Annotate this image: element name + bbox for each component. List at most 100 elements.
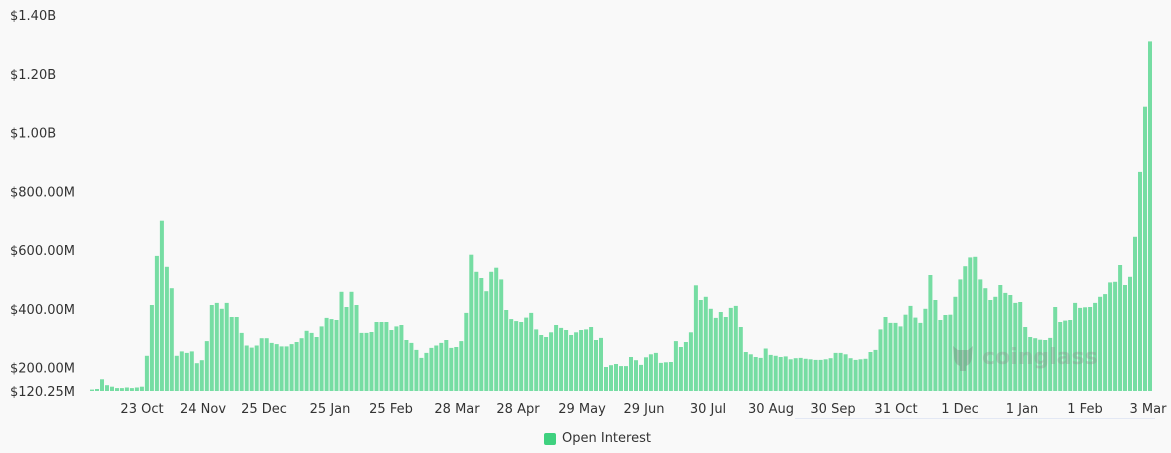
bar[interactable]	[609, 365, 613, 391]
bar[interactable]	[319, 326, 324, 391]
bar[interactable]	[329, 319, 334, 391]
bar[interactable]	[848, 358, 853, 391]
bar[interactable]	[519, 322, 524, 391]
bar[interactable]	[953, 296, 958, 391]
bar[interactable]	[723, 317, 728, 391]
bar[interactable]	[134, 387, 139, 392]
bar[interactable]	[948, 314, 953, 391]
bar[interactable]	[788, 359, 793, 391]
bar[interactable]	[144, 355, 149, 391]
bar[interactable]	[1128, 276, 1132, 391]
bar[interactable]	[439, 342, 444, 391]
bar[interactable]	[798, 357, 803, 391]
bar[interactable]	[344, 307, 349, 391]
bar[interactable]	[419, 357, 424, 391]
bar[interactable]	[1103, 294, 1108, 391]
bar[interactable]	[574, 332, 579, 391]
bar[interactable]	[993, 296, 998, 391]
bar[interactable]	[923, 308, 928, 391]
bar[interactable]	[1138, 171, 1142, 391]
bar[interactable]	[334, 320, 339, 391]
bar[interactable]	[683, 342, 688, 391]
bar[interactable]	[698, 300, 703, 391]
bar[interactable]	[1018, 302, 1023, 391]
bar[interactable]	[658, 362, 663, 391]
bar[interactable]	[484, 291, 489, 391]
bar[interactable]	[259, 338, 264, 391]
bar[interactable]	[743, 352, 748, 391]
bar[interactable]	[274, 344, 279, 391]
bar[interactable]	[409, 342, 414, 391]
bar[interactable]	[489, 271, 494, 391]
bar[interactable]	[564, 330, 569, 391]
bar[interactable]	[1148, 41, 1152, 392]
bar[interactable]	[504, 310, 509, 391]
bar[interactable]	[354, 305, 359, 391]
bar[interactable]	[793, 358, 798, 391]
bar[interactable]	[184, 352, 189, 391]
bar[interactable]	[708, 308, 713, 391]
bar[interactable]	[863, 358, 868, 391]
bar[interactable]	[454, 347, 459, 391]
bar[interactable]	[110, 386, 114, 391]
bar[interactable]	[918, 322, 923, 391]
bar[interactable]	[1058, 322, 1063, 391]
bar[interactable]	[778, 357, 783, 391]
bar[interactable]	[164, 266, 169, 391]
bar[interactable]	[324, 317, 329, 391]
bar[interactable]	[1088, 307, 1093, 391]
bar[interactable]	[374, 322, 379, 391]
bar[interactable]	[624, 366, 628, 391]
bar[interactable]	[349, 291, 354, 391]
bar[interactable]	[1093, 302, 1098, 391]
bar[interactable]	[434, 345, 439, 392]
bar[interactable]	[1028, 337, 1033, 391]
bar[interactable]	[129, 388, 134, 391]
bar[interactable]	[224, 302, 229, 391]
bar[interactable]	[339, 291, 344, 391]
bar[interactable]	[204, 341, 209, 391]
bar[interactable]	[599, 337, 603, 391]
bar[interactable]	[693, 285, 698, 391]
bar[interactable]	[838, 352, 843, 391]
bar[interactable]	[234, 317, 239, 391]
bar[interactable]	[559, 327, 564, 391]
bar[interactable]	[968, 257, 973, 391]
bar[interactable]	[933, 300, 938, 391]
bar[interactable]	[753, 357, 758, 391]
bar[interactable]	[1133, 236, 1137, 391]
bar[interactable]	[169, 288, 174, 391]
bar[interactable]	[748, 354, 753, 391]
bar[interactable]	[194, 363, 199, 391]
bar[interactable]	[594, 340, 598, 391]
bar[interactable]	[958, 279, 963, 391]
bar[interactable]	[269, 342, 274, 391]
bar[interactable]	[494, 267, 499, 391]
bar[interactable]	[294, 342, 299, 391]
bar[interactable]	[384, 322, 389, 391]
bar[interactable]	[1113, 281, 1118, 391]
bar[interactable]	[304, 330, 309, 391]
bar[interactable]	[1098, 296, 1103, 391]
bar[interactable]	[718, 312, 723, 391]
bar[interactable]	[1003, 292, 1008, 391]
bar[interactable]	[913, 317, 918, 391]
bar[interactable]	[279, 346, 284, 391]
bar[interactable]	[758, 357, 763, 391]
bar[interactable]	[214, 302, 219, 391]
bar[interactable]	[983, 288, 988, 391]
bar[interactable]	[629, 357, 633, 391]
bar[interactable]	[893, 322, 898, 391]
bar[interactable]	[369, 332, 374, 391]
bar[interactable]	[589, 327, 594, 391]
bar[interactable]	[579, 330, 584, 391]
bar[interactable]	[713, 317, 718, 391]
bar[interactable]	[738, 327, 743, 391]
bar[interactable]	[604, 367, 608, 391]
bar[interactable]	[998, 285, 1003, 391]
bar[interactable]	[249, 347, 254, 391]
bar[interactable]	[868, 352, 873, 391]
bar[interactable]	[299, 338, 304, 391]
bar[interactable]	[509, 319, 514, 391]
bar[interactable]	[95, 389, 99, 391]
